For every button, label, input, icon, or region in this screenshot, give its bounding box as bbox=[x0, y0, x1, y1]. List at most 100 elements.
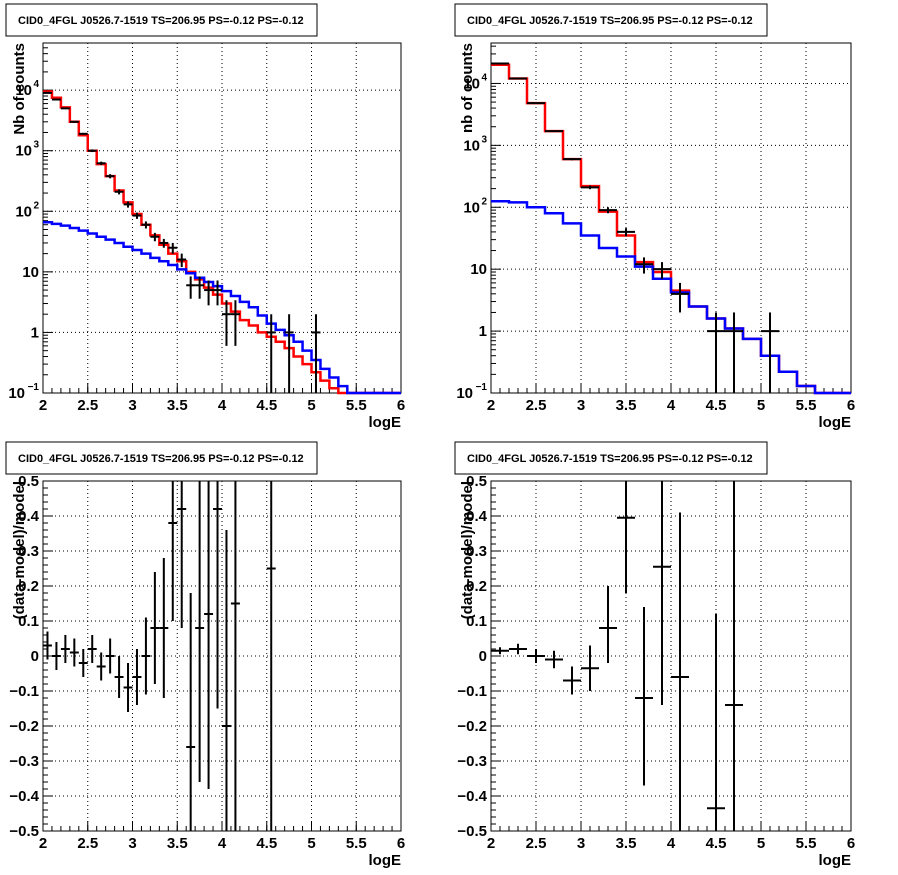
y-tick-exponent: −1 bbox=[28, 382, 40, 393]
y-axis-label: (data-model)/model bbox=[459, 481, 476, 619]
x-tick-label: 6 bbox=[847, 835, 855, 852]
plot-frame bbox=[42, 42, 402, 394]
y-tick-label: 0.5 bbox=[18, 473, 39, 490]
y-tick-label: 10 bbox=[463, 137, 480, 154]
x-tick-label: 3.5 bbox=[167, 397, 188, 414]
y-tick-label: 1 bbox=[479, 323, 487, 340]
x-tick-label: 2.5 bbox=[526, 397, 547, 414]
x-tick-label: 2 bbox=[39, 835, 47, 852]
plot-frame bbox=[42, 480, 402, 832]
title-box bbox=[454, 3, 768, 37]
x-tick-label: 2.5 bbox=[77, 397, 98, 414]
y-tick-label: 0.2 bbox=[466, 578, 487, 595]
x-axis-label: logE bbox=[819, 414, 852, 431]
x-tick-label: 2.5 bbox=[526, 835, 547, 852]
title-box bbox=[5, 441, 318, 475]
y-tick-label: −0.5 bbox=[457, 823, 487, 840]
x-tick-label: 4.5 bbox=[706, 835, 727, 852]
y-tick-label: −0.3 bbox=[457, 753, 487, 770]
y-axis-label: nb of counts bbox=[459, 43, 476, 133]
x-tick-label: 6 bbox=[397, 835, 405, 852]
x-tick-label: 3.5 bbox=[616, 397, 637, 414]
y-tick-label: 0.1 bbox=[466, 613, 487, 630]
x-tick-label: 4 bbox=[218, 835, 227, 852]
y-axis-label: (data-model)/model bbox=[11, 481, 28, 619]
y-tick-label: 0 bbox=[31, 648, 39, 665]
y-tick-label: 0.3 bbox=[466, 543, 487, 560]
x-tick-label: 4 bbox=[667, 835, 676, 852]
y-tick-label: 1 bbox=[31, 324, 39, 341]
y-tick-label: 10 bbox=[15, 143, 32, 160]
x-axis-label: logE bbox=[369, 852, 402, 869]
x-tick-label: 3 bbox=[128, 397, 136, 414]
title-box bbox=[454, 441, 768, 475]
y-tick-label: 0.5 bbox=[466, 473, 487, 490]
y-tick-label: 10 bbox=[463, 199, 480, 216]
y-tick-exponent: 4 bbox=[481, 72, 487, 83]
x-tick-label: 5 bbox=[307, 397, 315, 414]
y-tick-label: 0.4 bbox=[466, 508, 488, 525]
y-tick-label: −0.3 bbox=[9, 753, 39, 770]
y-tick-label: −0.2 bbox=[9, 718, 39, 735]
title-box bbox=[5, 3, 318, 37]
histogram-series bbox=[491, 200, 851, 395]
y-tick-label: −0.1 bbox=[457, 683, 487, 700]
y-tick-exponent: 4 bbox=[33, 79, 39, 90]
x-tick-label: 6 bbox=[847, 397, 855, 414]
plot-frame bbox=[490, 480, 852, 832]
x-tick-label: 3 bbox=[577, 397, 585, 414]
y-tick-exponent: 3 bbox=[33, 140, 39, 151]
y-axis-label: Nb of counts bbox=[11, 43, 28, 135]
y-tick-label: 10 bbox=[15, 82, 32, 99]
x-tick-label: 3 bbox=[577, 835, 585, 852]
y-tick-exponent: 3 bbox=[481, 134, 487, 145]
x-tick-label: 5.5 bbox=[346, 835, 367, 852]
y-tick-label: −0.1 bbox=[9, 683, 39, 700]
y-tick-label: −0.5 bbox=[9, 823, 39, 840]
chart-title: CID0_4FGL J0526.7-1519 TS=206.95 PS=-0.1… bbox=[18, 453, 304, 465]
x-tick-label: 2 bbox=[39, 397, 47, 414]
x-tick-label: 4.5 bbox=[256, 835, 277, 852]
x-axis-label: logE bbox=[819, 852, 852, 869]
x-tick-label: 2 bbox=[487, 835, 495, 852]
x-tick-label: 5 bbox=[757, 397, 765, 414]
y-tick-label: 0.4 bbox=[18, 508, 40, 525]
x-axis-label: logE bbox=[369, 414, 402, 431]
x-tick-label: 2 bbox=[487, 397, 495, 414]
panel-bottom-left: CID0_4FGL J0526.7-1519 TS=206.95 PS=-0.1… bbox=[5, 441, 405, 869]
y-tick-exponent: −1 bbox=[476, 382, 488, 393]
y-tick-exponent: 2 bbox=[481, 196, 487, 207]
x-tick-label: 5.5 bbox=[796, 835, 817, 852]
x-tick-label: 5.5 bbox=[796, 397, 817, 414]
x-tick-label: 4 bbox=[667, 397, 676, 414]
y-tick-label: −0.2 bbox=[457, 718, 487, 735]
y-tick-label: 10 bbox=[470, 261, 487, 278]
panel-bottom-right: CID0_4FGL J0526.7-1519 TS=206.95 PS=-0.1… bbox=[454, 441, 855, 869]
x-tick-label: 6 bbox=[397, 397, 405, 414]
x-tick-label: 5 bbox=[757, 835, 765, 852]
x-tick-label: 4 bbox=[218, 397, 227, 414]
chart-title: CID0_4FGL J0526.7-1519 TS=206.95 PS=-0.1… bbox=[467, 453, 753, 465]
y-tick-label: −0.4 bbox=[9, 788, 39, 805]
y-tick-label: −0.4 bbox=[457, 788, 487, 805]
y-tick-label: 10 bbox=[463, 75, 480, 92]
y-tick-label: 10 bbox=[456, 385, 473, 402]
x-tick-label: 4.5 bbox=[256, 397, 277, 414]
chart-title: CID0_4FGL J0526.7-1519 TS=206.95 PS=-0.1… bbox=[467, 15, 753, 27]
histogram-series bbox=[43, 220, 401, 395]
x-tick-label: 3.5 bbox=[616, 835, 637, 852]
x-tick-label: 3.5 bbox=[167, 835, 188, 852]
plot-frame bbox=[490, 42, 852, 394]
y-tick-label: 0 bbox=[479, 648, 487, 665]
panel-top-right: CID0_4FGL J0526.7-1519 TS=206.95 PS=-0.1… bbox=[454, 3, 855, 431]
panel-top-left: CID0_4FGL J0526.7-1519 TS=206.95 PS=-0.1… bbox=[5, 3, 405, 431]
y-tick-label: 10 bbox=[8, 385, 25, 402]
y-tick-label: 0.1 bbox=[18, 613, 39, 630]
x-tick-label: 2.5 bbox=[77, 835, 98, 852]
y-tick-exponent: 2 bbox=[33, 200, 39, 211]
y-tick-label: 10 bbox=[22, 264, 39, 281]
y-tick-label: 0.2 bbox=[18, 578, 39, 595]
x-tick-label: 5 bbox=[307, 835, 315, 852]
x-tick-label: 3 bbox=[128, 835, 136, 852]
